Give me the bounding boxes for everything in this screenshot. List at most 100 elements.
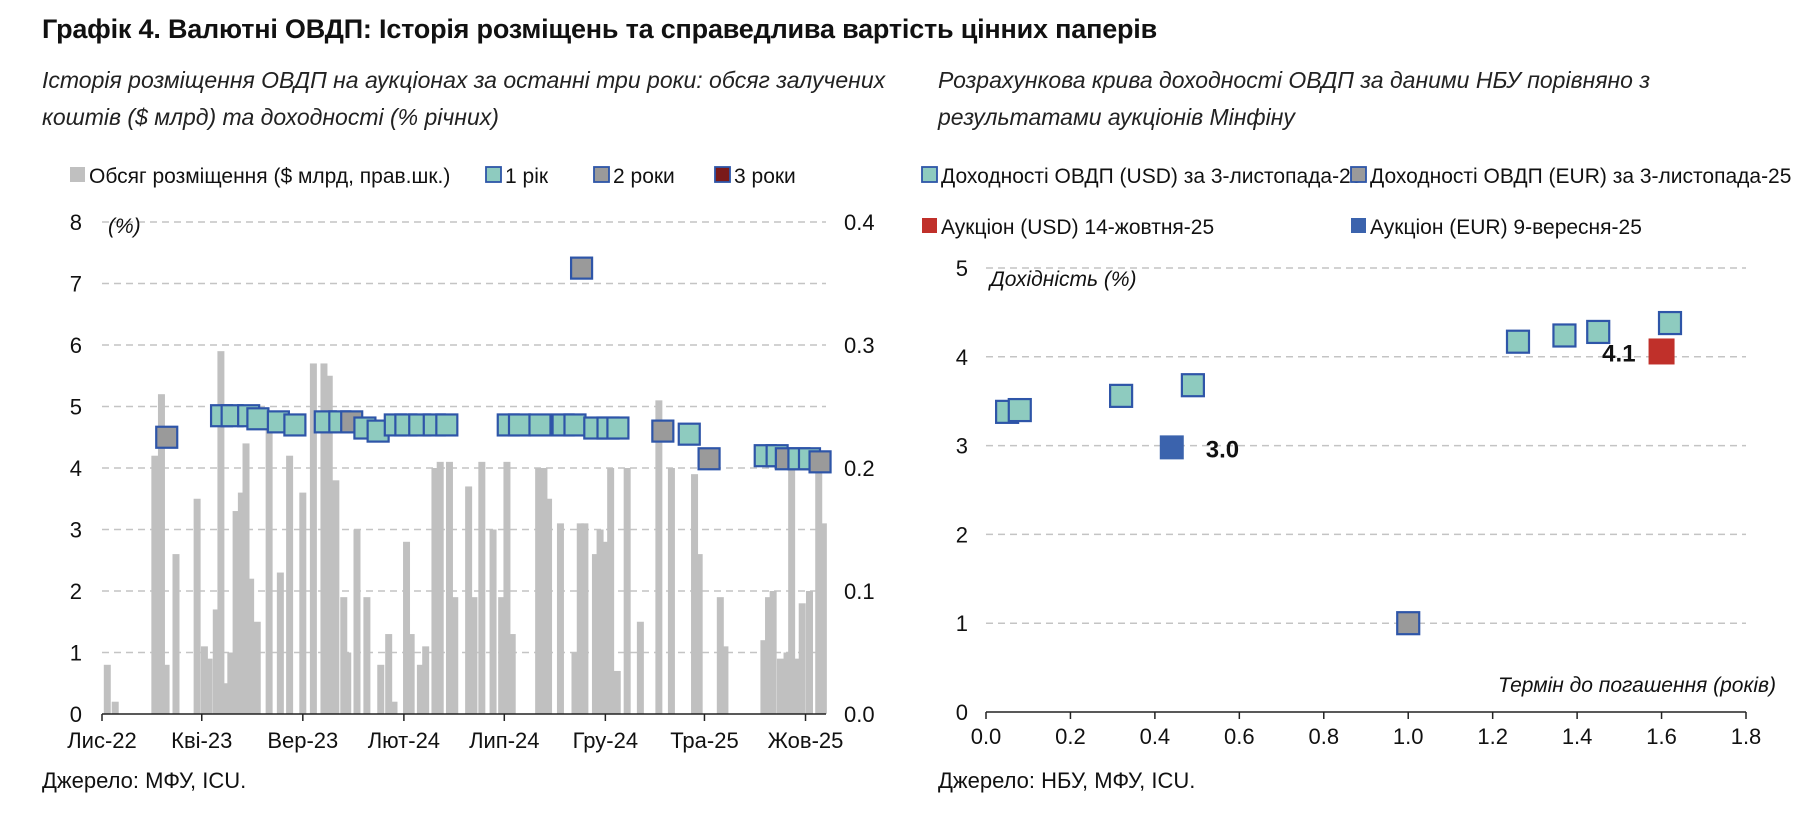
page-title: Графік 4. Валютні ОВДП: Історія розміщен… <box>42 14 1158 44</box>
usd-auction-point <box>1648 338 1675 365</box>
volume-bar <box>695 554 703 714</box>
volume-bar <box>162 664 170 714</box>
x-tick-label: 0.4 <box>1140 724 1171 749</box>
volume-bar <box>596 529 604 714</box>
left-subtitle-line-1: Історія розміщення ОВДП на аукціонах за … <box>42 67 886 93</box>
volume-bar <box>151 455 159 714</box>
x-tick-label: Тра-25 <box>670 728 738 753</box>
x-tick-label: Лис-22 <box>67 728 137 753</box>
volume-bar <box>253 621 261 714</box>
marker-1-year <box>563 413 587 437</box>
volume-bar <box>212 609 220 714</box>
left-chart-subtitle: Історія розміщення ОВДП на аукціонах за … <box>42 62 885 136</box>
volume-bar <box>445 461 453 714</box>
legend-swatch <box>922 218 937 233</box>
volume-bar <box>265 424 273 714</box>
left-y-tick-label: 0 <box>70 702 82 727</box>
volume-bar <box>422 646 430 714</box>
marker-2-years <box>155 425 179 449</box>
volume-bar <box>222 683 230 714</box>
usd-yield-point <box>1180 373 1205 398</box>
marker-2-years <box>569 256 594 280</box>
volume-bar <box>390 701 398 714</box>
marker-1-year <box>528 413 552 437</box>
usd-yield-point <box>1586 319 1611 345</box>
volume-bar <box>332 480 340 714</box>
volume-bar <box>581 523 589 714</box>
left-y-tick-label: 2 <box>70 579 82 604</box>
volume-bar <box>508 634 516 714</box>
marker-1-year <box>606 416 630 440</box>
volume-bar <box>498 597 506 714</box>
right-legend: Доходності ОВДП (USD) за 3-листопада-25 Д… <box>921 165 1791 239</box>
volume-bar <box>607 468 615 714</box>
left-source-note: Джерело: МФУ, ICU. <box>42 768 247 793</box>
volume-bar <box>431 468 439 714</box>
marker-2-years <box>651 419 675 443</box>
data-label: 4.1 <box>1602 340 1635 367</box>
volume-bar <box>765 597 773 714</box>
left-y-tick-label: 6 <box>70 333 82 358</box>
x-tick-label: 0.6 <box>1224 724 1255 749</box>
volume-bar <box>232 511 240 714</box>
volume-bar <box>798 603 806 714</box>
legend-swatch <box>70 167 85 182</box>
volume-bar <box>576 523 584 714</box>
left-y-tick-label: 4 <box>70 456 82 481</box>
volume-bar <box>721 646 729 714</box>
x-tick-label: 1.8 <box>1731 724 1762 749</box>
volume-bar <box>344 652 352 714</box>
y-tick-label: 3 <box>956 434 968 459</box>
legend-swatch <box>485 166 502 183</box>
x-tick-label: Кві-23 <box>171 728 232 753</box>
volume-bar <box>403 541 411 714</box>
volume-bar <box>377 664 385 714</box>
volume-bar <box>793 658 801 714</box>
marker-1-year <box>246 407 270 431</box>
volume-bar <box>691 474 699 714</box>
volume-bar <box>309 363 317 714</box>
volume-bar <box>320 363 328 714</box>
legend-label: Аукціон (EUR) 9-вересня-25 <box>1370 216 1642 239</box>
right-y-tick-label: 0.0 <box>844 702 875 727</box>
volume-bar <box>103 664 111 714</box>
volume-bar <box>489 529 497 714</box>
volume-bar <box>815 455 823 714</box>
volume-bar <box>503 461 511 714</box>
x-tick-label: Лют-24 <box>368 728 440 753</box>
volume-bar <box>385 634 393 714</box>
volume-bar <box>636 621 644 714</box>
volume-bar <box>556 523 564 714</box>
marker-2-years <box>697 447 721 471</box>
volume-bar <box>111 701 119 714</box>
right-source-note: Джерело: НБУ, МФУ, ICU. <box>938 768 1196 793</box>
y-tick-label: 1 <box>956 611 968 636</box>
legend-label: 2 роки <box>613 165 675 188</box>
x-tick-label: Жов-25 <box>768 728 844 753</box>
volume-bar <box>205 658 213 714</box>
volume-bar <box>819 523 827 714</box>
legend-label: 1 рік <box>505 165 549 188</box>
marker-2-years <box>808 450 832 474</box>
volume-bar <box>571 652 579 714</box>
x-tick-label: 1.0 <box>1393 724 1424 749</box>
left-y-tick-label: 1 <box>70 641 82 666</box>
volume-bar <box>193 498 201 714</box>
volume-bar <box>353 529 361 714</box>
marker-1-year <box>435 413 459 437</box>
x-tick-label: 1.2 <box>1477 724 1508 749</box>
volume-bar <box>716 597 724 714</box>
usd-yield-point <box>1552 323 1577 348</box>
volume-bar <box>451 597 459 714</box>
volume-bar <box>805 591 813 714</box>
volume-bar <box>613 670 621 714</box>
right-y-tick-label: 0.1 <box>844 579 875 604</box>
volume-bar <box>237 492 245 714</box>
legend-label: Доходності ОВДП (EUR) за 3-листопада-25 <box>1370 165 1791 188</box>
volume-bar <box>783 652 791 714</box>
usd-yield-point <box>1657 310 1683 336</box>
right-y-tick-label: 0.3 <box>844 333 875 358</box>
volume-bar <box>667 468 675 714</box>
volume-bar <box>217 351 225 714</box>
legend-swatch <box>1351 218 1366 233</box>
